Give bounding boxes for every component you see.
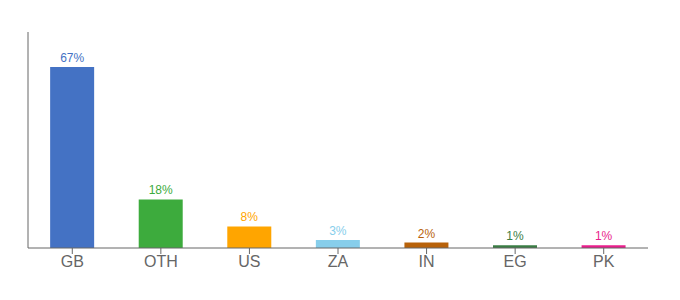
svg-text:3%: 3% [329,224,347,238]
svg-text:2%: 2% [418,227,436,241]
svg-text:GB: GB [61,253,84,270]
svg-text:OTH: OTH [144,253,178,270]
svg-text:IN: IN [419,253,435,270]
svg-text:18%: 18% [149,183,173,197]
svg-text:US: US [238,253,260,270]
svg-text:1%: 1% [506,229,524,243]
svg-text:PK: PK [593,253,615,270]
svg-text:67%: 67% [60,51,84,65]
svg-text:1%: 1% [595,229,613,243]
svg-text:EG: EG [504,253,527,270]
svg-text:8%: 8% [241,210,259,224]
svg-text:ZA: ZA [328,253,349,270]
